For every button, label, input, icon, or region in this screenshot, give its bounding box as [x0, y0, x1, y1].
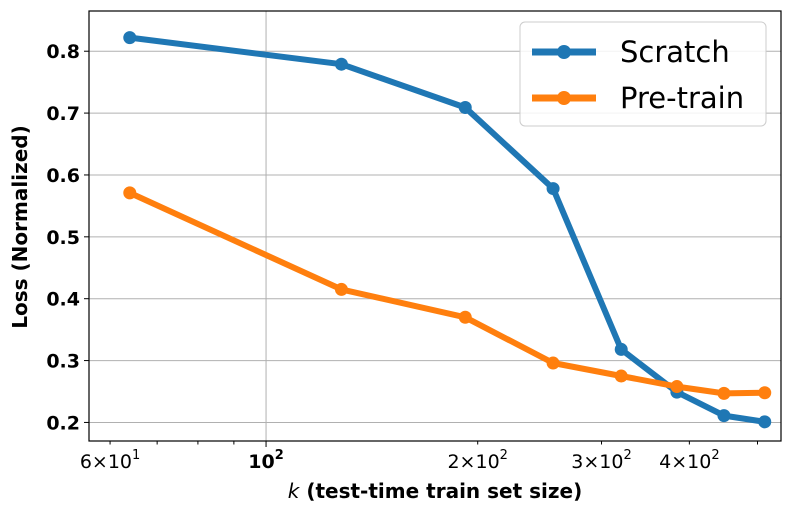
- legend-label-scratch: Scratch: [620, 35, 730, 69]
- y-axis-label: Loss (Normalized): [8, 125, 32, 328]
- y-tick-label: 0.8: [46, 41, 80, 63]
- x-axis-label-variable: k: [288, 479, 301, 503]
- data-point-pretrain: [458, 310, 472, 324]
- data-point-scratch: [614, 342, 628, 356]
- data-point-scratch: [758, 415, 772, 429]
- data-point-pretrain: [546, 356, 560, 370]
- data-point-scratch: [717, 409, 731, 423]
- y-tick-label: 0.6: [46, 165, 80, 187]
- data-point-scratch: [458, 101, 472, 115]
- grid-lines: [89, 11, 781, 441]
- y-axis-ticks: 0.2 0.3 0.4 0.5 0.6 0.7 0.8: [46, 41, 89, 434]
- legend-label-pretrain: Pre-train: [620, 81, 744, 115]
- data-point-pretrain: [614, 369, 628, 383]
- data-point-pretrain: [123, 186, 137, 200]
- plot-frame: [88, 10, 782, 442]
- y-tick-label: 0.7: [46, 103, 80, 125]
- series-line-scratch: [126, 34, 768, 425]
- y-tick-label: 0.2: [46, 412, 80, 434]
- legend-marker-pretrain: [557, 91, 571, 105]
- x-tick-label: 6×101: [80, 448, 140, 473]
- data-point-scratch: [334, 57, 348, 71]
- y-tick-label: 0.3: [46, 351, 80, 373]
- data-point-pretrain: [717, 386, 731, 400]
- y-tick-label: 0.5: [46, 227, 80, 249]
- data-point-scratch: [123, 31, 137, 45]
- y-tick-label: 0.4: [46, 289, 80, 311]
- data-point-pretrain: [334, 282, 348, 296]
- legend-marker-scratch: [557, 45, 571, 59]
- data-point-pretrain: [758, 386, 772, 400]
- x-tick-label: 2×102: [447, 448, 507, 473]
- data-point-pretrain: [670, 380, 684, 394]
- x-tick-label-major: 102: [248, 448, 284, 473]
- x-axis-label: k (test-time train set size): [288, 479, 582, 503]
- legend: Scratch Pre-train: [519, 21, 767, 127]
- series-lines: [123, 31, 772, 429]
- data-point-scratch: [546, 182, 560, 196]
- x-tick-label: 3×102: [571, 448, 631, 473]
- series-line-pretrain: [126, 189, 768, 397]
- x-tick-label: 4×102: [659, 448, 719, 473]
- x-axis-label-text: (test-time train set size): [306, 479, 582, 503]
- x-axis-ticks: 102 6×101 2×102 3×102 4×102: [80, 441, 758, 473]
